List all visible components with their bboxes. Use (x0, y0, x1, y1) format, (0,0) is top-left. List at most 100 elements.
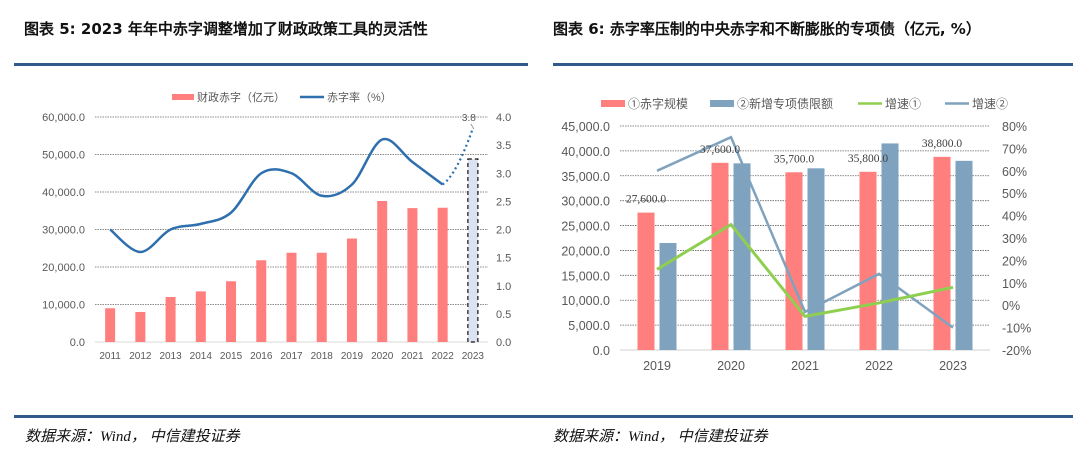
legend: ①赤字规模 ②新增专项债限额 增速① 增速② (601, 96, 1008, 111)
x-tick-label: 2012 (129, 351, 152, 362)
y2-tick-label: 1.0 (496, 281, 511, 293)
deficit-bar (256, 260, 267, 342)
y-tick-label: 35,000.0 (561, 170, 610, 184)
special-bond-bar (807, 168, 825, 350)
deficit-scale-bar (637, 212, 655, 350)
x-axis-ticks: 2011 2012 2013 2014 2015 2016 2017 2018 2019 2020… (99, 351, 484, 362)
y-axis-left-ticks: 0.0 10,000.0 20,000.0 30,000.0 40,000.0 50,00… (42, 112, 85, 349)
legend: 财政赤字（亿元） 赤字率（%） (172, 90, 392, 104)
x-tick-label: 2019 (643, 359, 671, 373)
data-labels: 27,600.0 37,600.0 35,700.0 35,800.0 38,800.0 (626, 138, 963, 206)
deficit-data-label: 38,800.0 (922, 138, 963, 150)
special-bond-bar (955, 160, 973, 350)
deficit-scale-bar (933, 156, 951, 350)
source-note-right: 数据来源：Wind， 中信建投证券 (553, 429, 768, 445)
bottom-rule (14, 415, 1073, 418)
x-tick-label: 2023 (462, 351, 485, 362)
growth1-line (656, 222, 954, 319)
growth2-line (656, 135, 954, 329)
y-tick-label: 0.0 (593, 344, 610, 358)
y-tick-label: 0.0 (70, 337, 85, 349)
top-rule-right (553, 63, 1073, 66)
y-tick-label: 30,000.0 (42, 225, 85, 237)
figure-title-right: 图表 6: 赤字率压制的中央赤字和不断膨胀的专项债（亿元, %） (553, 20, 981, 38)
y2-tick-label: 4.0 (496, 112, 511, 124)
y2-tick-label: 2.5 (496, 196, 511, 208)
deficit-bar (437, 207, 448, 342)
figure-title-left: 图表 5: 2023 年年中赤字调整增加了财政政策工具的灵活性 (24, 20, 428, 38)
deficit-bar (165, 297, 176, 342)
source-note-left: 数据来源：Wind， 中信建投证券 (25, 429, 240, 445)
y-tick-label: 50,000.0 (42, 150, 85, 162)
x-tick-label: 2021 (401, 351, 424, 362)
y2-tick-label: -20% (1002, 344, 1031, 358)
deficit-bars (105, 158, 479, 343)
y-tick-label: 15,000.0 (561, 269, 610, 283)
deficit-bar (195, 291, 206, 342)
y2-tick-label: 3.5 (496, 140, 511, 152)
y2-tick-label: 70% (1002, 142, 1027, 156)
x-tick-label: 2013 (159, 351, 182, 362)
y2-tick-label: 40% (1002, 210, 1027, 224)
y2-tick-label: 1.5 (496, 253, 511, 265)
deficit-bar (135, 312, 146, 342)
deficit-scale-bar (711, 162, 729, 350)
y-tick-label: 20,000.0 (561, 244, 610, 258)
x-axis-ticks: 2019 2020 2021 2022 2023 (643, 359, 967, 373)
deficit-data-label: 27,600.0 (626, 194, 667, 206)
y-axis-right-ticks: -20% -10% 0% 10% 20% 30% 40% 50% 60% 70% 80% (1002, 120, 1031, 358)
y-tick-label: 25,000.0 (561, 220, 610, 234)
annotation-leader (470, 123, 475, 130)
y2-tick-label: 2.0 (496, 225, 511, 237)
deficit-scale-bar (859, 171, 877, 350)
deficit-bar (316, 252, 327, 342)
x-tick-label: 2020 (717, 359, 745, 373)
x-tick-label: 2018 (311, 351, 334, 362)
deficit-data-label: 37,600.0 (700, 144, 741, 156)
x-tick-label: 2019 (341, 351, 364, 362)
deficit-bar (407, 208, 418, 342)
y-tick-label: 10,000.0 (561, 294, 610, 308)
deficit-special-bond-chart: 0.0 5,000.0 10,000.0 15,000.0 20,000.0 25,000… (561, 96, 1031, 373)
deficit-bar (286, 252, 297, 342)
y-tick-label: 40,000.0 (42, 187, 85, 199)
legend-swatch-special-bond (710, 100, 734, 107)
y2-tick-label: 3.0 (496, 168, 511, 180)
legend-swatch-deficit (601, 100, 625, 107)
y-axis-right-ticks: 0.0 0.5 1.0 1.5 2.0 2.5 3.0 3.5 4.0 (496, 112, 511, 349)
y2-tick-label: 60% (1002, 165, 1027, 179)
y2-tick-label: 50% (1002, 187, 1027, 201)
deficit-bar (377, 201, 388, 342)
x-tick-label: 2022 (865, 359, 893, 373)
x-tick-label: 2014 (190, 351, 213, 362)
annotation-label: 3.8 (462, 113, 476, 124)
legend-label-special-bond: ②新增专项债限额 (737, 96, 833, 111)
y2-tick-label: 10% (1002, 277, 1027, 291)
deficit-bar (226, 281, 237, 342)
y2-tick-label: 80% (1002, 120, 1027, 134)
x-tick-label: 2011 (99, 351, 121, 362)
x-tick-label: 2015 (220, 351, 243, 362)
y-tick-label: 30,000.0 (561, 195, 610, 209)
deficit-data-label: 35,700.0 (774, 153, 815, 165)
y-axis-left-ticks: 0.0 5,000.0 10,000.0 15,000.0 20,000.0 25,000… (561, 120, 610, 358)
legend-label-deficit: ①赤字规模 (628, 96, 688, 111)
y-tick-label: 60,000.0 (42, 112, 85, 124)
y2-tick-label: 30% (1002, 232, 1027, 246)
y-tick-label: 20,000.0 (42, 262, 85, 274)
legend-label-growth2: 增速② (972, 97, 1008, 111)
top-rule-left (14, 63, 528, 66)
y-tick-label: 45,000.0 (561, 120, 610, 134)
deficit-rate-line-projection (441, 127, 474, 186)
deficit-data-label: 35,800.0 (848, 153, 889, 165)
y-tick-label: 40,000.0 (561, 145, 610, 159)
deficit-chart: 0.0 10,000.0 20,000.0 30,000.0 40,000.0 50,00… (42, 90, 511, 362)
x-tick-label: 2020 (371, 351, 394, 362)
legend-label-growth1: 增速① (885, 97, 921, 111)
deficit-bar (105, 308, 116, 342)
y2-tick-label: 0.0 (496, 337, 511, 349)
deficit-bar-projection (467, 158, 479, 343)
deficit-rate-line (109, 127, 474, 254)
special-bond-bar (881, 143, 899, 350)
y2-tick-label: 20% (1002, 254, 1027, 268)
